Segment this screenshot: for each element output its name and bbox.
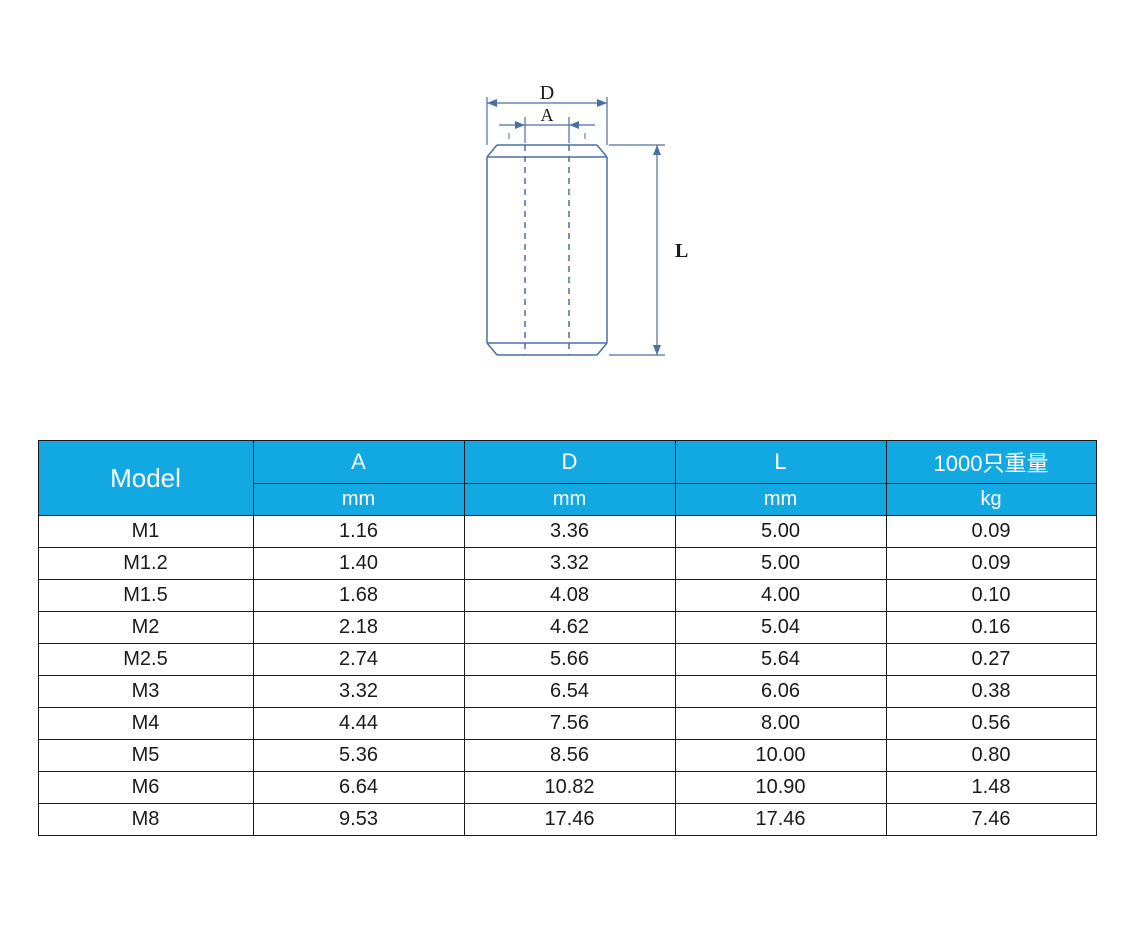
table-row: M2.52.745.665.640.27 bbox=[38, 644, 1096, 676]
cell-model: M1.2 bbox=[38, 548, 253, 580]
cell-w: 0.10 bbox=[886, 580, 1096, 612]
cell-model: M4 bbox=[38, 708, 253, 740]
cell-a: 9.53 bbox=[253, 804, 464, 836]
col-unit-0: mm bbox=[253, 484, 464, 516]
spec-table: Model ADL1000只重量 mmmmmmkg M11.163.365.00… bbox=[38, 440, 1097, 836]
page: D A L Model ADL1000只重量 mmmmmmkg M11.163.… bbox=[0, 0, 1134, 937]
col-unit-3: kg bbox=[886, 484, 1096, 516]
cell-a: 1.68 bbox=[253, 580, 464, 612]
cell-model: M1 bbox=[38, 516, 253, 548]
table-row: M66.6410.8210.901.48 bbox=[38, 772, 1096, 804]
table-row: M55.368.5610.000.80 bbox=[38, 740, 1096, 772]
technical-diagram: D A L bbox=[417, 85, 717, 385]
cell-model: M2 bbox=[38, 612, 253, 644]
cell-model: M5 bbox=[38, 740, 253, 772]
col-header-3: 1000只重量 bbox=[886, 441, 1096, 484]
table-row: M1.51.684.084.000.10 bbox=[38, 580, 1096, 612]
cell-d: 17.46 bbox=[464, 804, 675, 836]
cell-d: 6.54 bbox=[464, 676, 675, 708]
cell-a: 6.64 bbox=[253, 772, 464, 804]
cell-a: 1.40 bbox=[253, 548, 464, 580]
cell-a: 2.18 bbox=[253, 612, 464, 644]
spec-header-row-1: Model ADL1000只重量 bbox=[38, 441, 1096, 484]
cell-model: M1.5 bbox=[38, 580, 253, 612]
table-row: M1.21.403.325.000.09 bbox=[38, 548, 1096, 580]
cell-model: M6 bbox=[38, 772, 253, 804]
cell-w: 0.16 bbox=[886, 612, 1096, 644]
cell-w: 0.27 bbox=[886, 644, 1096, 676]
cell-a: 3.32 bbox=[253, 676, 464, 708]
col-header-1: D bbox=[464, 441, 675, 484]
table-row: M89.5317.4617.467.46 bbox=[38, 804, 1096, 836]
cell-d: 3.32 bbox=[464, 548, 675, 580]
spec-thead: Model ADL1000只重量 mmmmmmkg bbox=[38, 441, 1096, 516]
cell-d: 7.56 bbox=[464, 708, 675, 740]
cell-a: 2.74 bbox=[253, 644, 464, 676]
cell-l: 6.06 bbox=[675, 676, 886, 708]
cell-w: 0.09 bbox=[886, 516, 1096, 548]
cell-w: 0.56 bbox=[886, 708, 1096, 740]
cell-l: 4.00 bbox=[675, 580, 886, 612]
cell-l: 5.64 bbox=[675, 644, 886, 676]
cell-d: 8.56 bbox=[464, 740, 675, 772]
cell-l: 5.00 bbox=[675, 548, 886, 580]
cell-l: 10.90 bbox=[675, 772, 886, 804]
cell-l: 8.00 bbox=[675, 708, 886, 740]
table-row: M22.184.625.040.16 bbox=[38, 612, 1096, 644]
cell-model: M2.5 bbox=[38, 644, 253, 676]
cell-l: 5.04 bbox=[675, 612, 886, 644]
col-header-0: A bbox=[253, 441, 464, 484]
cell-d: 10.82 bbox=[464, 772, 675, 804]
cell-d: 3.36 bbox=[464, 516, 675, 548]
table-row: M44.447.568.000.56 bbox=[38, 708, 1096, 740]
spec-tbody: M11.163.365.000.09M1.21.403.325.000.09M1… bbox=[38, 516, 1096, 836]
cell-w: 0.38 bbox=[886, 676, 1096, 708]
col-header-2: L bbox=[675, 441, 886, 484]
cell-d: 5.66 bbox=[464, 644, 675, 676]
cell-d: 4.62 bbox=[464, 612, 675, 644]
cell-w: 0.09 bbox=[886, 548, 1096, 580]
diagram-label-a: A bbox=[541, 105, 554, 125]
col-unit-1: mm bbox=[464, 484, 675, 516]
cell-w: 7.46 bbox=[886, 804, 1096, 836]
diagram-container: D A L bbox=[0, 85, 1134, 385]
cell-a: 1.16 bbox=[253, 516, 464, 548]
diagram-label-l: L bbox=[675, 240, 688, 262]
table-row: M11.163.365.000.09 bbox=[38, 516, 1096, 548]
cell-w: 1.48 bbox=[886, 772, 1096, 804]
diagram-label-d: D bbox=[540, 85, 554, 104]
cell-w: 0.80 bbox=[886, 740, 1096, 772]
cell-a: 4.44 bbox=[253, 708, 464, 740]
cell-l: 10.00 bbox=[675, 740, 886, 772]
cell-d: 4.08 bbox=[464, 580, 675, 612]
cell-l: 5.00 bbox=[675, 516, 886, 548]
cell-a: 5.36 bbox=[253, 740, 464, 772]
col-unit-2: mm bbox=[675, 484, 886, 516]
col-header-model: Model bbox=[38, 441, 253, 516]
cell-l: 17.46 bbox=[675, 804, 886, 836]
table-row: M33.326.546.060.38 bbox=[38, 676, 1096, 708]
cell-model: M3 bbox=[38, 676, 253, 708]
cell-model: M8 bbox=[38, 804, 253, 836]
